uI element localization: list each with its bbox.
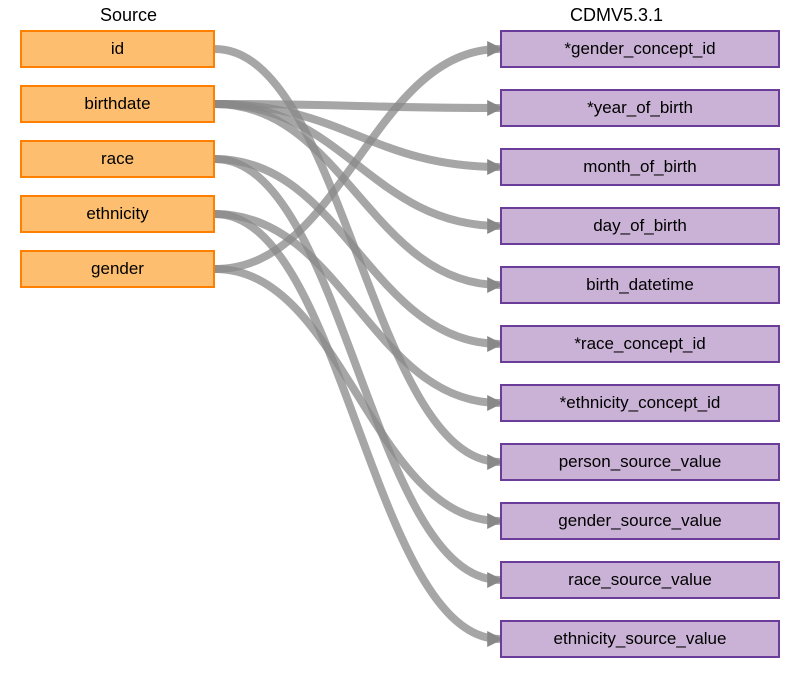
source-header: Source: [100, 5, 157, 26]
edge-race-to-race_concept_id: [215, 159, 500, 344]
target-node-person_source_value: person_source_value: [500, 443, 780, 481]
target-node-ethnicity_concept_id: *ethnicity_concept_id: [500, 384, 780, 422]
target-node-gender_concept_id: *gender_concept_id: [500, 30, 780, 68]
target-node-year_of_birth: *year_of_birth: [500, 89, 780, 127]
source-node-ethnicity: ethnicity: [20, 195, 215, 233]
target-node-race_source_value: race_source_value: [500, 561, 780, 599]
target-node-month_of_birth: month_of_birth: [500, 148, 780, 186]
target-node-gender_source_value: gender_source_value: [500, 502, 780, 540]
source-node-id: id: [20, 30, 215, 68]
target-header: CDMV5.3.1: [570, 5, 663, 26]
target-node-ethnicity_source_value: ethnicity_source_value: [500, 620, 780, 658]
target-node-day_of_birth: day_of_birth: [500, 207, 780, 245]
target-node-birth_datetime: birth_datetime: [500, 266, 780, 304]
target-node-race_concept_id: *race_concept_id: [500, 325, 780, 363]
source-node-birthdate: birthdate: [20, 85, 215, 123]
source-node-race: race: [20, 140, 215, 178]
source-node-gender: gender: [20, 250, 215, 288]
mapping-diagram: Source CDMV5.3.1 id birthdate race ethnicit…: [0, 0, 800, 685]
